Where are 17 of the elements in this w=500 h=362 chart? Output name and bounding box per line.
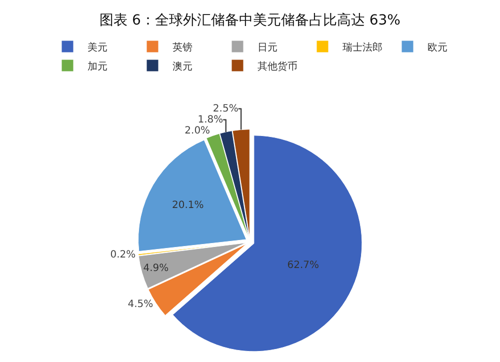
legend-label: 日元 <box>258 42 278 54</box>
legend-label: 澳元 <box>172 60 192 72</box>
data-label: 0.2% <box>110 249 136 260</box>
data-label: 20.1% <box>172 200 204 211</box>
data-label: 4.5% <box>128 299 154 310</box>
data-label: 2.5% <box>212 103 238 114</box>
legend-label: 英镑 <box>172 41 192 54</box>
legend-label: 瑞士法郎 <box>342 41 382 54</box>
legend-label: 其他货币 <box>258 60 298 72</box>
data-label: 2.0% <box>184 125 210 136</box>
chart-title: 图表 6：全球外汇储备中美元储备占比高达 63% <box>100 12 400 28</box>
legend-label: 欧元 <box>428 42 448 54</box>
data-label: 4.9% <box>143 263 169 274</box>
legend-label: 美元 <box>88 41 108 54</box>
data-label: 62.7% <box>287 260 320 272</box>
data-label: 1.8% <box>198 114 224 126</box>
legend-label: 加元 <box>88 60 108 72</box>
